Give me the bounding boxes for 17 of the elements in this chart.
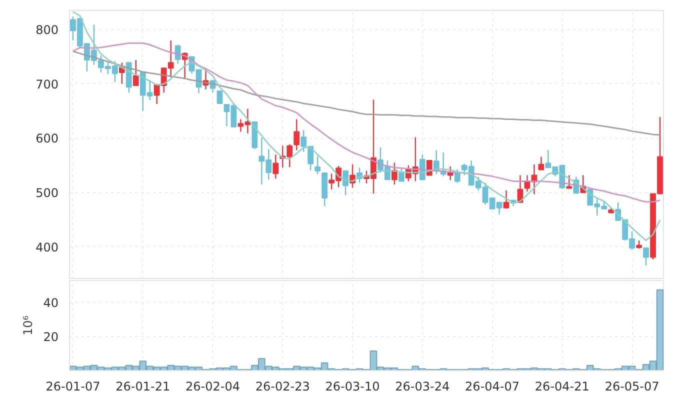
y-tick-label: 700 (36, 77, 58, 92)
x-tick-label: 26-02-23 (255, 380, 310, 394)
y-tick-label: 40 (43, 296, 59, 310)
x-tick-label: 26-01-21 (116, 380, 170, 394)
x-tick-label: 26-04-07 (465, 380, 520, 394)
x-tick-label: 26-04-21 (534, 380, 590, 394)
x-tick-label: 26-05-07 (604, 380, 660, 394)
y-tick-label: 600 (36, 132, 58, 146)
y-tick-label: 500 (36, 186, 58, 200)
y-tick-label: 20 (43, 330, 59, 344)
x-tick-label: 26-01-07 (46, 380, 100, 394)
x-tick-label: 26-03-10 (325, 380, 380, 394)
x-tick-label: 26-02-04 (186, 380, 240, 394)
x-tick-label: 26-03-24 (395, 380, 450, 394)
y-tick-label: 800 (36, 23, 58, 38)
y-axis-title: 10⁶ (21, 315, 36, 336)
y-tick-label: 400 (36, 240, 58, 254)
